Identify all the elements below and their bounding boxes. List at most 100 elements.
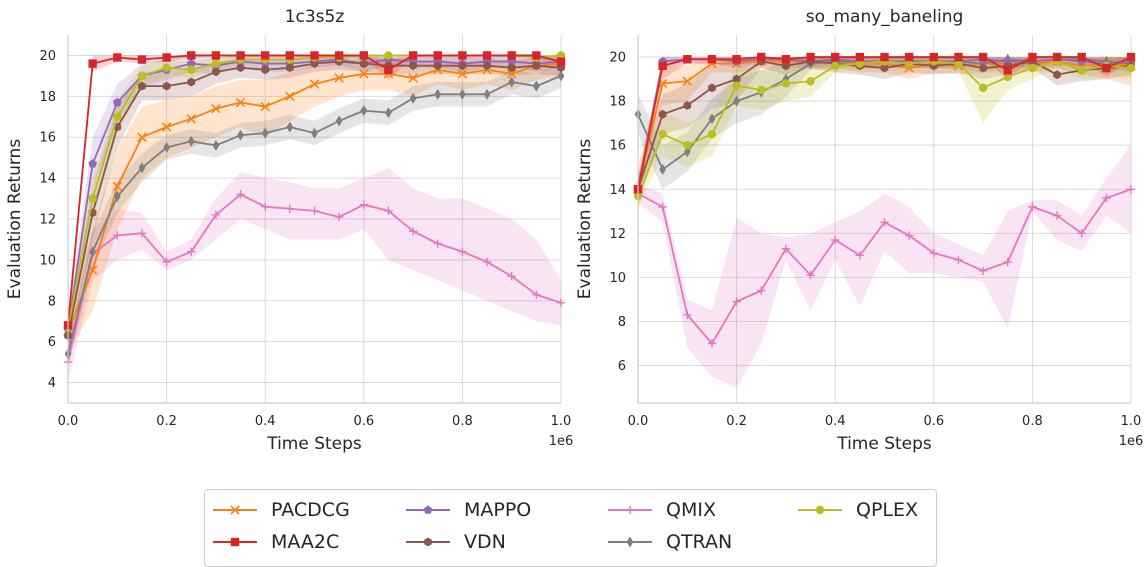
legend-swatch-maa2c: [211, 532, 259, 552]
legend-swatch-qmix: [606, 500, 654, 520]
band-qmix: [68, 168, 561, 383]
band-qmix: [638, 145, 1131, 387]
point-maa2c: [1004, 66, 1012, 74]
y-axis-label: Evaluation Returns: [575, 139, 595, 300]
y-tick-label: 20: [609, 51, 626, 66]
point-maa2c: [113, 53, 121, 61]
point-maa2c: [1102, 64, 1110, 72]
y-tick-label: 12: [609, 227, 626, 242]
y-tick-label: 18: [39, 90, 56, 105]
point-qplex: [1078, 66, 1086, 74]
point-maa2c: [732, 55, 740, 63]
point-qplex: [831, 62, 839, 70]
point-maa2c: [856, 53, 864, 61]
x-tick-label: 0.6: [353, 414, 374, 429]
legend-label: QMIX: [666, 499, 716, 521]
point-maa2c: [930, 53, 938, 61]
point-maa2c: [708, 55, 716, 63]
point-maa2c: [335, 51, 343, 59]
point-maa2c: [409, 51, 417, 59]
point-maa2c: [683, 55, 691, 63]
point-maa2c: [212, 51, 220, 59]
x-offset-label: 1e6: [549, 434, 574, 449]
point-maa2c: [261, 51, 269, 59]
point-qplex: [212, 59, 220, 67]
point-qplex: [806, 77, 814, 85]
legend-label: MAPPO: [464, 499, 531, 521]
legend-swatch-qtran: [606, 532, 654, 552]
y-tick-label: 16: [39, 131, 56, 146]
legend-label: MAA2C: [271, 531, 339, 553]
y-tick-label: 8: [48, 294, 56, 309]
point-qplex: [782, 79, 790, 87]
x-tick-label: 0.4: [255, 414, 276, 429]
point-maa2c: [187, 51, 195, 59]
x-axis-label: Time Steps: [836, 434, 932, 454]
x-tick-label: 0.2: [726, 414, 747, 429]
legend-label: QPLEX: [856, 499, 918, 521]
legend-marker-vdn: [424, 538, 432, 547]
point-qplex: [1028, 64, 1036, 72]
x-tick-label: 0.6: [923, 414, 944, 429]
point-maa2c: [162, 53, 170, 61]
y-tick-label: 8: [618, 315, 626, 330]
chart-panel-1c3s5z: 0.0 0.2 0.4 0.6 0.8 1.04681012141618201c3s5zT…: [5, 7, 573, 454]
point-maa2c: [458, 51, 466, 59]
chart-title: so_many_baneling: [806, 7, 964, 27]
point-maa2c: [508, 51, 516, 59]
point-maa2c: [286, 51, 294, 59]
x-tick-label: 0.4: [825, 414, 846, 429]
point-maa2c: [310, 51, 318, 59]
point-qplex: [113, 113, 121, 121]
x-tick-label: 0.8: [452, 414, 473, 429]
point-qplex: [1127, 64, 1135, 72]
legend-swatch-pacdcg: [211, 500, 259, 520]
x-tick-label: 1.0: [1121, 414, 1142, 429]
x-axis-label: Time Steps: [266, 434, 362, 454]
point-maa2c: [434, 51, 442, 59]
legend-item-maa2c: MAA2C: [211, 528, 339, 556]
point-qplex: [732, 81, 740, 89]
point-qplex: [138, 72, 146, 80]
confidence-bands: [68, 55, 561, 382]
point-maa2c: [880, 53, 888, 61]
legend-marker-qtran: [627, 537, 634, 548]
legend-label: VDN: [464, 531, 506, 553]
y-tick-label: 20: [39, 49, 56, 64]
y-tick-label: 18: [609, 95, 626, 110]
y-tick-label: 6: [48, 335, 56, 350]
chart-panel-so-many-baneling: 0.0 0.2 0.4 0.6 0.8 1.068101214161820so_many_…: [575, 7, 1143, 454]
x-tick-label: 0.2: [156, 414, 177, 429]
legend: PACDCG MAPPO QMIX QPLEX MAA2C VDN QTRAN: [204, 489, 937, 567]
point-qplex: [683, 141, 691, 149]
chart-title: 1c3s5z: [285, 7, 345, 27]
y-tick-label: 12: [39, 213, 56, 228]
point-maa2c: [360, 51, 368, 59]
legend-item-qmix: QMIX: [606, 496, 716, 524]
legend-swatch-vdn: [404, 532, 452, 552]
point-qplex: [757, 86, 765, 94]
legend-item-pacdcg: PACDCG: [211, 496, 350, 524]
point-maa2c: [1028, 53, 1036, 61]
point-qplex: [708, 130, 716, 138]
legend-marker-qmix: [626, 506, 634, 514]
point-maa2c: [782, 55, 790, 63]
point-qplex: [88, 194, 96, 202]
point-maa2c: [658, 62, 666, 70]
x-offset-label: 1e6: [1119, 434, 1144, 449]
point-maa2c: [905, 53, 913, 61]
y-tick-label: 10: [609, 271, 626, 286]
legend-swatch-qplex: [796, 500, 844, 520]
x-tick-label: 0.0: [58, 414, 79, 429]
point-maa2c: [138, 55, 146, 63]
legend-swatch-mappo: [404, 500, 452, 520]
point-qplex: [187, 66, 195, 74]
point-maa2c: [1053, 53, 1061, 61]
point-maa2c: [1127, 53, 1135, 61]
legend-item-qplex: QPLEX: [796, 496, 918, 524]
x-tick-label: 0.8: [1022, 414, 1043, 429]
point-maa2c: [557, 57, 565, 65]
point-maa2c: [532, 51, 540, 59]
point-maa2c: [757, 53, 765, 61]
point-maa2c: [806, 53, 814, 61]
